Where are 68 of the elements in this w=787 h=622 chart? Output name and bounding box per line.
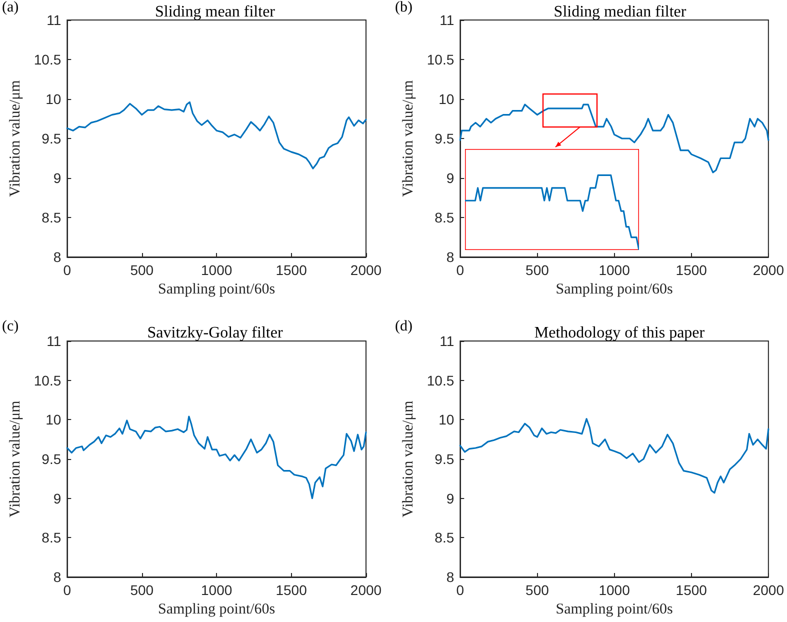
- y-tick-label: 8.5: [434, 530, 454, 546]
- x-tick-label: 1500: [676, 582, 708, 598]
- y-tick-label: 10.5: [426, 372, 454, 388]
- y-tick-label: 10: [46, 412, 62, 428]
- y-tick-label: 8: [53, 569, 62, 585]
- x-axis-title: Sampling point/60s: [556, 601, 673, 618]
- y-tick-label: 10.5: [34, 52, 62, 68]
- x-axis-title: Sampling point/60s: [158, 601, 276, 618]
- x-tick-label: 1500: [276, 262, 308, 278]
- text: (a): [2, 0, 19, 16]
- chart-title: Methodology of this paper: [534, 324, 706, 342]
- y-tick-label: 10: [46, 91, 62, 107]
- x-tick-label: 2000: [350, 582, 382, 598]
- text: (c): [2, 318, 19, 334]
- y-tick-label: 9.5: [42, 130, 62, 146]
- x-tick-label: 1000: [598, 582, 630, 598]
- y-tick-label: 8: [446, 569, 454, 585]
- y-axis-title: Vibration value/μm: [8, 400, 24, 518]
- x-tick-label: 500: [526, 582, 550, 598]
- chart-title: Sliding median filter: [554, 4, 687, 20]
- x-tick-label: 1500: [276, 582, 308, 598]
- y-tick-label: 11: [46, 333, 62, 349]
- chart-title: Sliding mean filter: [155, 4, 276, 20]
- x-axis-title: Sampling point/60s: [556, 281, 673, 298]
- y-tick-label: 11: [46, 12, 62, 28]
- text: (b): [395, 0, 412, 16]
- x-tick-label: 2000: [350, 262, 382, 278]
- y-tick-label: 9.5: [42, 451, 62, 467]
- y-tick-label: 10: [438, 91, 454, 107]
- y-tick-label: 8: [53, 249, 62, 265]
- text: (d): [395, 318, 412, 334]
- x-tick-label: 0: [456, 262, 464, 278]
- y-tick-label: 9: [53, 490, 62, 506]
- x-tick-label: 2000: [752, 582, 784, 598]
- x-tick-label: 0: [63, 582, 72, 598]
- y-tick-label: 9.5: [434, 130, 454, 146]
- y-tick-label: 10: [438, 412, 454, 428]
- x-tick-label: 500: [526, 262, 550, 278]
- y-axis-title: Vibration value/μm: [400, 80, 416, 197]
- x-tick-label: 1000: [200, 582, 232, 598]
- y-tick-label: 9: [53, 170, 62, 186]
- line-series: [459, 104, 770, 174]
- y-axis-title: Vibration value/μm: [400, 400, 416, 518]
- x-tick-label: 1500: [676, 262, 708, 278]
- line-series: [66, 101, 367, 170]
- y-tick-label: 11: [440, 12, 454, 28]
- x-tick-label: 1000: [200, 262, 232, 278]
- y-tick-label: 10.5: [34, 372, 62, 388]
- y-tick-label: 8.5: [42, 530, 62, 546]
- y-tick-label: 8.5: [434, 210, 454, 226]
- x-tick-label: 500: [130, 582, 154, 598]
- x-axis-title: Sampling point/60s: [158, 281, 276, 298]
- y-tick-label: 8: [446, 249, 454, 265]
- y-tick-label: 11: [440, 333, 454, 349]
- y-axis-title: Vibration value/μm: [8, 80, 24, 197]
- y-tick-label: 9: [446, 490, 454, 506]
- y-tick-label: 9: [446, 170, 454, 186]
- x-tick-label: 0: [63, 262, 72, 278]
- x-tick-label: 500: [130, 262, 154, 278]
- y-tick-label: 8.5: [42, 210, 62, 226]
- line-series: [66, 416, 367, 500]
- x-tick-label: 1000: [598, 262, 630, 278]
- line-series: [459, 418, 770, 494]
- y-tick-label: 10.5: [426, 52, 454, 68]
- x-tick-label: 0: [456, 582, 464, 598]
- chart-title: Savitzky-Golay filter: [147, 324, 284, 342]
- y-tick-label: 9.5: [434, 451, 454, 467]
- x-tick-label: 2000: [752, 262, 784, 278]
